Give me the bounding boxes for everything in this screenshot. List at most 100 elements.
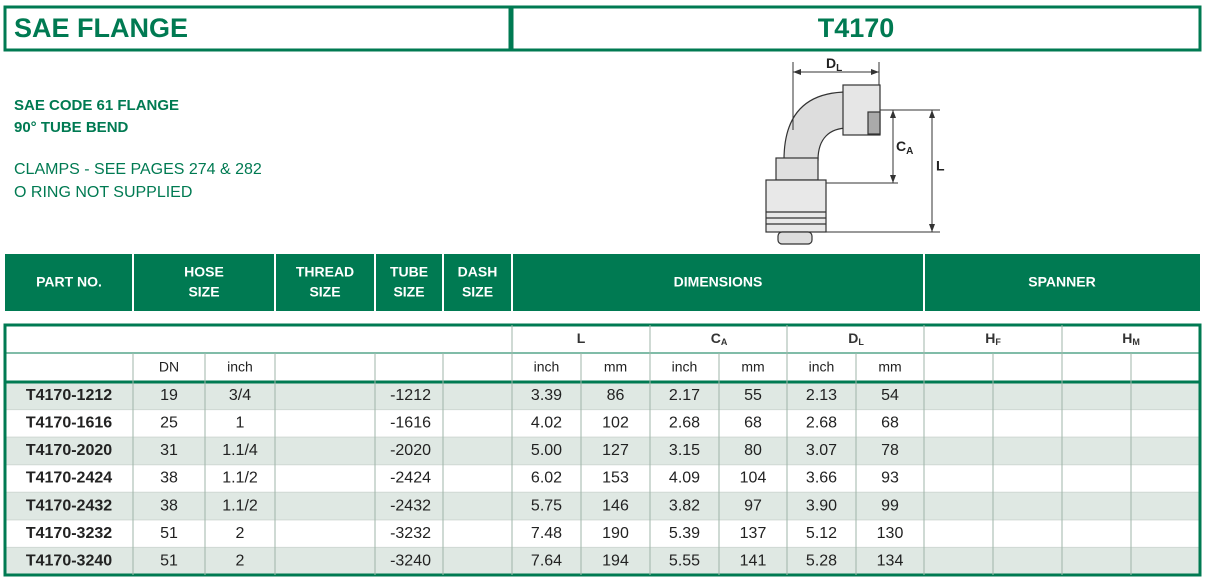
cell: 194: [602, 552, 629, 569]
cell: 3.07: [806, 442, 837, 459]
cell: 19: [160, 387, 178, 404]
cell: 80: [744, 442, 762, 459]
cell: 54: [881, 387, 899, 404]
cell: 78: [881, 442, 899, 459]
cell: 3.82: [669, 497, 700, 514]
note: CLAMPS - SEE PAGES 274 & 282: [14, 161, 262, 178]
symbol: C: [711, 330, 721, 346]
cell: 99: [881, 497, 899, 514]
cell: 153: [602, 470, 629, 487]
part-number: T4170-1616: [26, 415, 112, 432]
column-header: HOSE: [184, 264, 224, 280]
cell: -2020: [390, 442, 431, 459]
cell: 7.48: [531, 525, 562, 542]
cell: 93: [881, 470, 899, 487]
cell: 86: [607, 387, 625, 404]
cell: -1616: [390, 415, 431, 432]
product-code: T4170: [818, 13, 895, 43]
cell: 3.90: [806, 497, 837, 514]
table: PART NO. HOSE SIZE THREAD SIZE TUBE SIZE DASH SI…: [3, 254, 1202, 577]
part-number: T4170-3240: [26, 552, 112, 569]
cell: 5.00: [531, 442, 562, 459]
cell: 190: [602, 525, 629, 542]
part-number: T4170-1212: [26, 387, 112, 404]
subscript: M: [1132, 337, 1140, 347]
part-number: T4170-2020: [26, 442, 112, 459]
cell: 3.15: [669, 442, 700, 459]
cell: 5.12: [806, 525, 837, 542]
dimension-group: CA: [711, 330, 728, 348]
unit: mm: [741, 359, 764, 375]
spanner-group: HF: [985, 330, 1001, 348]
column-header: SIZE: [309, 284, 340, 300]
unit: inch: [534, 359, 560, 375]
headline: SAE CODE 61 FLANGE: [14, 97, 179, 114]
spanner-group: HM: [1122, 330, 1140, 348]
dimension-group: DL: [848, 330, 864, 348]
dim-label: CA: [896, 138, 913, 157]
column-header: SIZE: [393, 284, 424, 300]
fitting-drawing: [765, 62, 940, 245]
cell: 68: [744, 415, 762, 432]
unit: DN: [159, 359, 179, 375]
unit: mm: [878, 359, 901, 375]
unit: inch: [809, 359, 835, 375]
cell: 134: [877, 552, 904, 569]
column-header: DIMENSIONS: [674, 274, 763, 290]
symbol: H: [985, 330, 995, 346]
cell: 97: [744, 497, 762, 514]
cell: 1.1/4: [222, 442, 258, 459]
symbol: H: [1122, 330, 1132, 346]
subscript: L: [858, 337, 864, 347]
cell: 1.1/2: [222, 497, 258, 514]
cell: 127: [602, 442, 629, 459]
cell: 5.39: [669, 525, 700, 542]
cell: 38: [160, 497, 178, 514]
cell: 1: [236, 415, 245, 432]
cell: 51: [160, 552, 178, 569]
cell: 2.68: [669, 415, 700, 432]
cell: 3.39: [531, 387, 562, 404]
cell: 6.02: [531, 470, 562, 487]
column-header: SIZE: [188, 284, 219, 300]
cell: 3/4: [229, 387, 251, 404]
unit: inch: [672, 359, 698, 375]
cell: -2424: [390, 470, 431, 487]
subscript: F: [995, 337, 1001, 347]
cell: 2.68: [806, 415, 837, 432]
table-row: [5, 492, 1200, 520]
subscript: A: [721, 337, 728, 347]
cell: -3240: [390, 552, 431, 569]
headline: 90° TUBE BEND: [14, 119, 129, 136]
column-header: SPANNER: [1028, 274, 1095, 290]
unit: inch: [227, 359, 253, 375]
table-row: [5, 519, 1200, 548]
part-number: T4170-3232: [26, 525, 112, 542]
cell: -2432: [390, 497, 431, 514]
cell: 4.02: [531, 415, 562, 432]
cell: 25: [160, 415, 178, 432]
cell: -1212: [390, 387, 431, 404]
category-box: [3, 5, 512, 52]
dimension-group: L: [577, 330, 586, 346]
cell: 7.64: [531, 552, 562, 569]
note: O RING NOT SUPPLIED: [14, 184, 192, 201]
table-row: [5, 464, 1200, 493]
cell: 4.09: [669, 470, 700, 487]
cell: 2.17: [669, 387, 700, 404]
cell: 38: [160, 470, 178, 487]
cell: 55: [744, 387, 762, 404]
cell: 2.13: [806, 387, 837, 404]
cell: 31: [160, 442, 178, 459]
cell: 2: [236, 552, 245, 569]
cell: 104: [740, 470, 767, 487]
cell: 5.28: [806, 552, 837, 569]
cell: 1.1/2: [222, 470, 258, 487]
table-row: [5, 547, 1200, 575]
unit: mm: [604, 359, 627, 375]
cell: 130: [877, 525, 904, 542]
column-header: TUBE: [390, 264, 428, 280]
cell: 5.55: [669, 552, 700, 569]
cell: 102: [602, 415, 629, 432]
